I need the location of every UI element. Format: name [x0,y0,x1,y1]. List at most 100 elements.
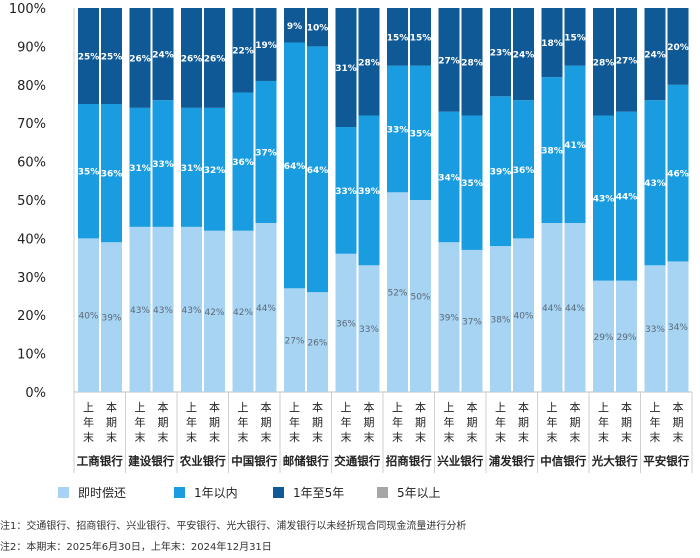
bar-segment [358,115,380,266]
bar-value-label: 38% [541,147,563,157]
x-axis-labels: 上年末 本期末 上年末 本期末 上年末 本期末 上年末 本期末 上年末 本期末 上年末 本期末 上年末 本… [73,392,693,473]
period-label: 末 [341,430,352,444]
period-label: 年 [135,415,146,429]
period-label: 年 [289,415,300,429]
bank-label: 平安银行 [643,454,689,468]
bars: 40%35%25%39%36%25%43%31%26%43%33%24%43%3… [78,8,689,392]
period-label: 上 [650,401,661,414]
bar-segment [616,280,637,392]
period-label: 期 [415,416,426,429]
bar-value-label: 24% [513,51,535,61]
bar-segment [255,80,277,224]
bar-segment [78,238,99,392]
bar-value-label: 23% [490,49,512,59]
bar-value-label: 46% [667,170,689,180]
period-label: 上 [444,401,455,414]
bar-value-label: 44% [542,304,562,314]
legend-item-immediate: 即时偿还 [58,484,126,501]
period-label: 末 [312,430,323,444]
bar-value-label: 27% [284,337,304,347]
bar-value-label: 34% [668,323,688,333]
bar-segment [129,226,151,392]
bar-segment [461,115,483,250]
bar-value-label: 25% [101,53,123,63]
bar-segment [667,261,689,392]
period-label: 期 [158,416,169,429]
period-label: 期 [209,416,220,429]
bar-value-label: 10% [307,24,329,34]
bar-value-label: 50% [410,293,430,303]
period-label: 年 [186,415,197,429]
bar-value-label: 19% [255,41,277,51]
legend-swatch-immediate [58,487,69,498]
bar-segment [358,265,380,392]
bar-segment [204,8,225,108]
bar-segment [438,242,460,392]
bar-value-label: 43% [130,306,150,316]
bar-value-label: 44% [616,193,638,203]
bar-value-label: 38% [490,316,510,326]
bar-value-label: 31% [129,164,151,174]
legend-label-immediate: 即时偿还 [78,486,127,500]
y-tick-label: 70% [17,117,46,132]
bar-value-label: 44% [565,304,585,314]
bar-segment [461,8,483,116]
bar-value-label: 42% [204,308,224,318]
period-label: 期 [673,416,684,429]
bank-label: 兴业银行 [437,454,483,468]
legend-item-over-5y: 5年以上 [377,484,441,501]
period-label: 上 [186,401,197,414]
footnote-1: 注1：交通银行、招商银行、兴业银行、平安银行、光大银行、浦发银行以未经折现合同现… [0,521,467,532]
bar-segment [644,265,666,392]
legend-swatch-1y-5y [273,487,284,498]
bar-value-label: 24% [644,51,666,61]
period-label: 期 [364,416,375,429]
bar-value-label: 33% [152,160,174,170]
period-label: 末 [621,430,632,444]
bar-segment [204,230,225,392]
bar-segment [284,288,305,392]
bar-segment [129,8,151,108]
legend-swatch-over-5y [377,487,388,498]
bar-value-label: 28% [461,58,483,68]
y-tick-label: 40% [17,232,46,247]
period-label: 末 [261,430,272,444]
period-label: 末 [83,430,94,444]
bar-value-label: 29% [616,333,636,343]
period-label: 本 [467,400,478,414]
bar-segment [490,246,511,392]
bank-label: 中国银行 [231,454,277,468]
bar-segment [284,42,305,289]
period-label: 末 [415,430,426,444]
period-label: 上 [495,401,506,414]
period-label: 上 [598,401,609,414]
bar-value-label: 26% [181,54,203,64]
period-label: 期 [518,416,529,429]
period-label: 期 [621,416,632,429]
bar-value-label: 27% [438,56,460,66]
bar-value-label: 37% [462,317,482,327]
bar-value-label: 43% [153,306,173,316]
bar-value-label: 28% [593,58,615,68]
bar-segment [78,104,99,239]
period-label: 期 [106,416,117,429]
bank-label: 招商银行 [386,454,432,468]
bar-value-label: 35% [78,168,100,178]
bar-segment [307,8,328,47]
bar-value-label: 25% [78,53,100,63]
bar-segment [541,223,563,392]
bar-segment [667,8,689,85]
period-label: 年 [238,415,249,429]
bank-label: 浦发银行 [489,454,535,468]
period-label: 期 [467,416,478,429]
legend-swatch-within-1y [174,487,185,498]
bar-value-label: 31% [181,164,203,174]
period-label: 上 [547,401,558,414]
bar-segment [232,230,254,392]
bar-segment [593,8,614,116]
bar-segment [513,238,534,392]
period-label: 末 [106,430,117,444]
period-label: 上 [341,401,352,414]
y-tick-label: 80% [17,79,46,94]
y-tick-label: 0% [25,386,46,401]
